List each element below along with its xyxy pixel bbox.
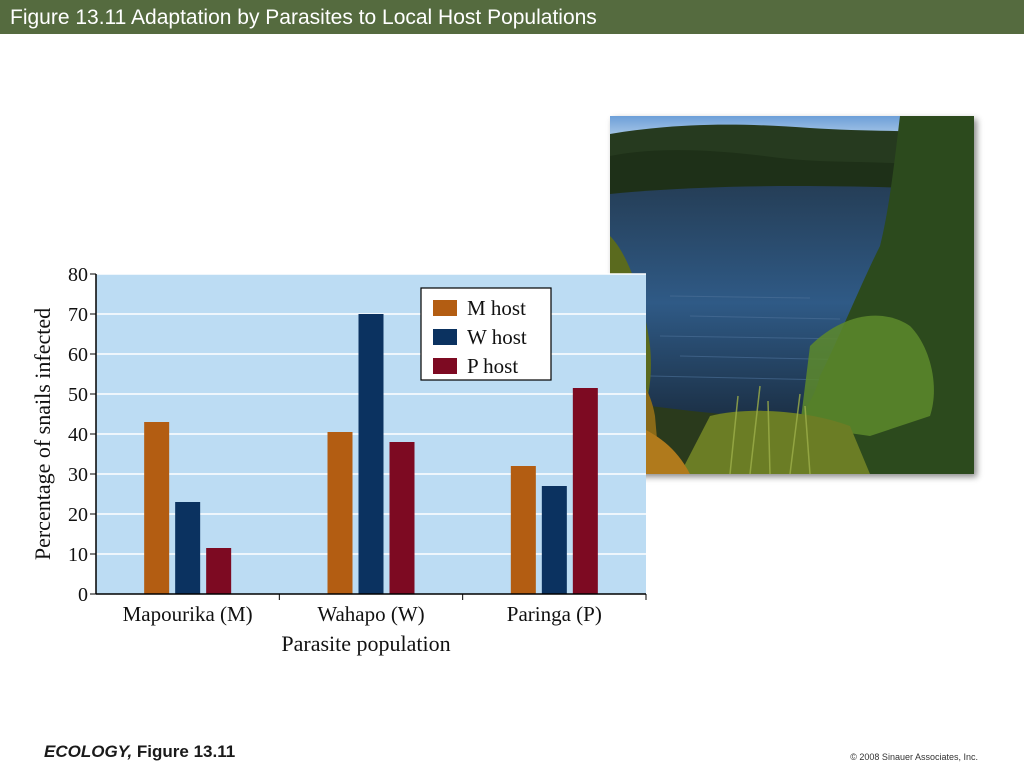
bar-p-host-1 xyxy=(206,548,232,594)
bar-w-host-3 xyxy=(541,486,567,594)
x-tick-label: Wahapo (W) xyxy=(317,602,424,626)
bar-w-host-2 xyxy=(358,314,384,594)
bar-w-host-1 xyxy=(175,502,201,594)
bar-chart: 0 10 20 30 40 50 60 70 80 Mapourika (M) Wahapo (W)… xyxy=(30,264,647,656)
y-tick-label: 20 xyxy=(68,504,88,526)
legend-label: M host xyxy=(467,296,526,320)
title-bar: Figure 13.11 Adaptation by Parasites to … xyxy=(0,0,1024,34)
bar-m-host-3 xyxy=(510,466,536,594)
y-tick-label: 70 xyxy=(68,304,88,326)
legend-label: W host xyxy=(467,325,527,349)
x-tick-label: Mapourika (M) xyxy=(123,602,253,626)
y-axis-label: Percentage of snails infected xyxy=(30,308,55,560)
footer-copyright: © 2008 Sinauer Associates, Inc. xyxy=(850,752,978,762)
y-tick-label: 10 xyxy=(68,544,88,566)
y-tick-label: 80 xyxy=(68,264,88,286)
footer-citation: ECOLOGY, Figure 13.11 xyxy=(44,742,235,762)
x-tick-label: Paringa (P) xyxy=(507,602,602,626)
slide-title: Figure 13.11 Adaptation by Parasites to … xyxy=(10,6,597,29)
y-tick-label: 50 xyxy=(68,384,88,406)
legend-swatch xyxy=(433,329,457,345)
legend-label: P host xyxy=(467,354,518,378)
x-axis-label: Parasite population xyxy=(281,631,450,656)
footer-figure-label: Figure 13.11 xyxy=(136,742,236,761)
footer-book-title: ECOLOGY, xyxy=(44,742,133,761)
y-tick-label: 0 xyxy=(78,584,88,606)
y-tick-label: 30 xyxy=(68,464,88,486)
chart-legend: M host W host P host xyxy=(420,287,552,381)
bar-m-host-1 xyxy=(144,422,170,594)
bar-p-host-3 xyxy=(572,388,598,594)
bar-m-host-2 xyxy=(327,432,353,594)
y-tick-label: 40 xyxy=(68,424,88,446)
legend-swatch xyxy=(433,300,457,316)
bar-p-host-2 xyxy=(389,442,415,594)
y-tick-label: 60 xyxy=(68,344,88,366)
legend-swatch xyxy=(433,358,457,374)
